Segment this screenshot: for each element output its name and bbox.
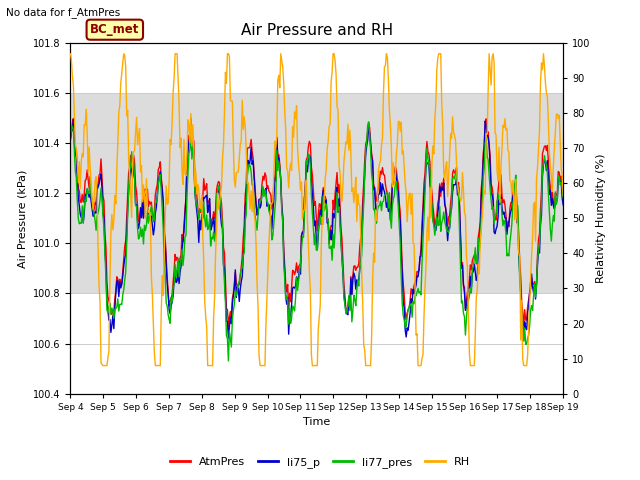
Text: BC_met: BC_met xyxy=(90,23,140,36)
Y-axis label: Air Pressure (kPa): Air Pressure (kPa) xyxy=(17,169,28,267)
Text: No data for f_AtmPres: No data for f_AtmPres xyxy=(6,7,121,18)
Legend: AtmPres, li75_p, li77_pres, RH: AtmPres, li75_p, li77_pres, RH xyxy=(165,452,475,472)
Title: Air Pressure and RH: Air Pressure and RH xyxy=(241,23,393,38)
Bar xyxy=(70,93,563,293)
Y-axis label: Relativity Humidity (%): Relativity Humidity (%) xyxy=(596,154,606,283)
X-axis label: Time: Time xyxy=(303,417,330,427)
